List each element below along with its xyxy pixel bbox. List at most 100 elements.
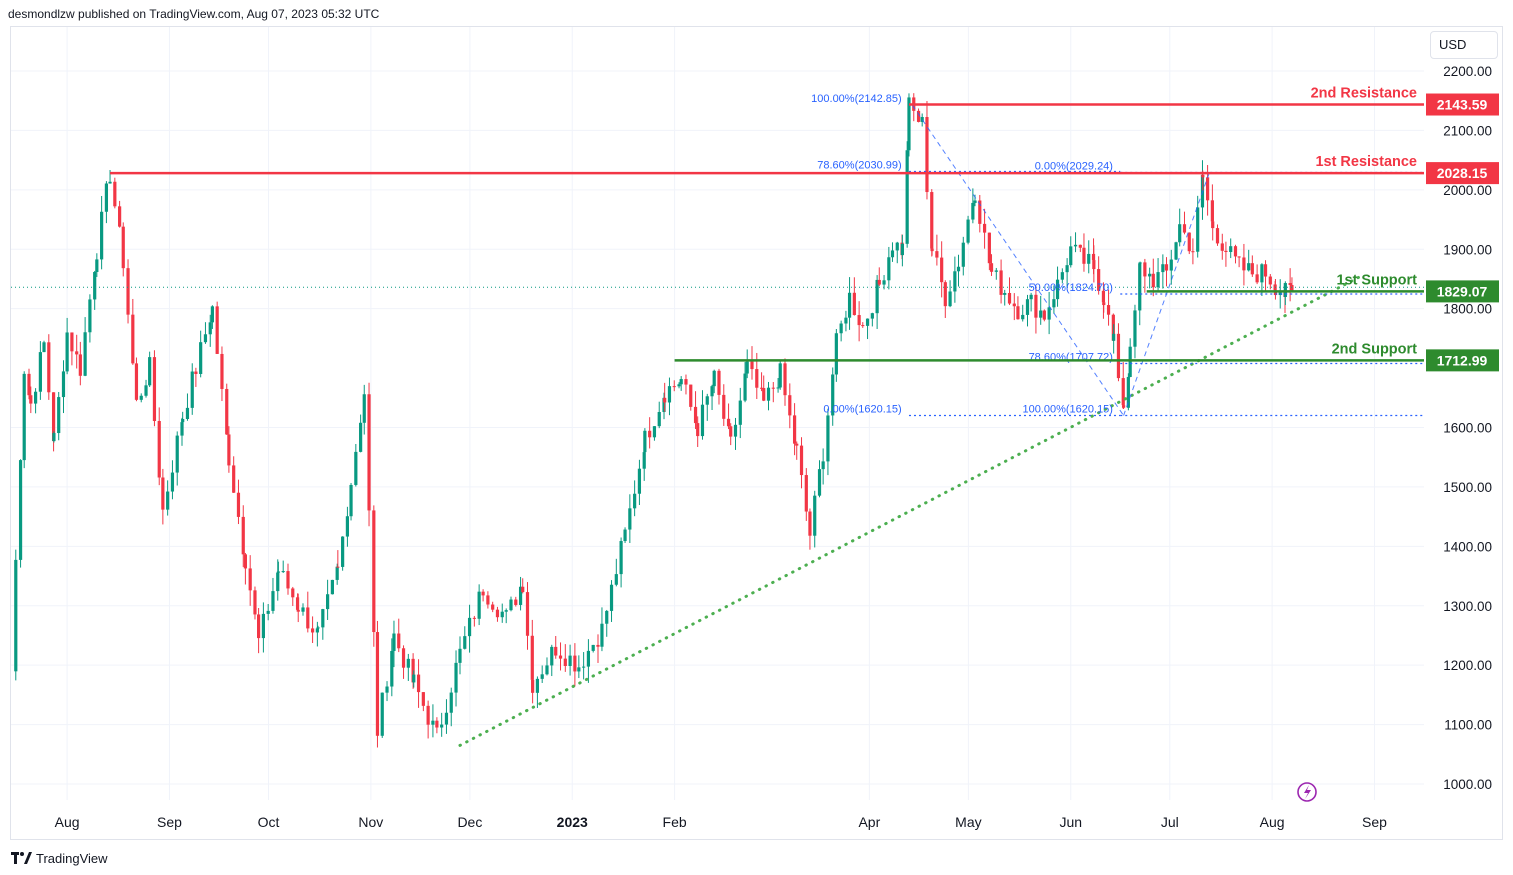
candle-body	[1042, 310, 1046, 320]
candle-body	[1065, 265, 1069, 273]
candle-body	[75, 351, 79, 355]
candle-body	[1069, 246, 1073, 266]
candle	[882, 275, 886, 290]
candle	[672, 380, 676, 392]
candle-body	[190, 371, 194, 408]
price-tag	[1426, 349, 1499, 372]
candle	[1273, 278, 1278, 300]
candle	[243, 552, 247, 585]
candle	[190, 363, 194, 415]
candle	[477, 584, 481, 626]
candle	[281, 560, 285, 574]
candle-body	[521, 586, 525, 593]
candle	[500, 603, 504, 623]
candle	[113, 177, 117, 209]
lightning-icon-bolt	[1304, 785, 1311, 799]
candle-body	[834, 333, 838, 375]
currency-selector[interactable]: USD	[1430, 31, 1498, 59]
candle	[844, 310, 848, 332]
candle-body	[375, 632, 380, 736]
candle-body	[586, 650, 591, 667]
candle-body	[481, 591, 485, 596]
candle	[633, 480, 637, 517]
candle	[1148, 267, 1152, 289]
candle	[999, 259, 1003, 304]
candle	[1112, 324, 1116, 354]
candle-body	[1097, 269, 1101, 291]
candle	[826, 408, 830, 476]
candle	[582, 652, 586, 680]
candle	[689, 384, 693, 411]
fib-level-label: 100.00%(1620.15)	[1022, 404, 1113, 416]
x-tick-label: Dec	[457, 814, 482, 830]
candle-body	[766, 387, 771, 401]
candle	[38, 341, 42, 400]
x-tick-label: Sep	[157, 814, 182, 830]
candle-body	[57, 397, 61, 434]
candle	[558, 642, 563, 671]
candle	[1065, 258, 1069, 287]
price-tag-label: 2028.15	[1437, 165, 1488, 181]
price-tag	[1426, 93, 1499, 116]
candle-body	[1143, 262, 1147, 277]
candle	[286, 563, 290, 595]
candle	[762, 375, 766, 402]
candle-body	[1101, 290, 1106, 303]
candle-body	[1138, 262, 1142, 264]
candle	[1247, 249, 1251, 272]
candle	[600, 607, 604, 652]
candle-body	[605, 610, 609, 624]
candle-body	[1247, 263, 1251, 271]
candle-body	[401, 648, 406, 668]
fib-swing-line	[911, 104, 1124, 416]
candle-body	[406, 658, 410, 668]
candle-body	[530, 635, 534, 680]
candle	[1016, 296, 1020, 320]
price-tag-label: 1829.07	[1437, 283, 1488, 299]
candle	[421, 692, 425, 712]
candle-body	[215, 306, 219, 354]
candle	[1025, 294, 1030, 327]
candle-body	[157, 421, 161, 478]
candle	[306, 591, 310, 633]
level-resistance: 2nd Resistance 2143.59	[908, 86, 1499, 116]
candle	[521, 578, 525, 594]
candle-body	[558, 655, 563, 659]
candle	[310, 616, 315, 644]
candle	[166, 480, 170, 516]
candle	[1060, 268, 1064, 284]
candle	[577, 655, 581, 679]
candle	[1224, 241, 1228, 267]
candle-body	[257, 614, 261, 639]
candle	[1121, 389, 1126, 409]
candle-body	[1133, 310, 1137, 347]
candle	[890, 242, 895, 262]
candle	[316, 625, 320, 631]
x-tick-label: 2023	[557, 814, 588, 830]
candle-body	[987, 232, 991, 264]
candle-body	[531, 679, 535, 693]
candle-body	[367, 394, 371, 511]
price-tag-label: 1712.99	[1437, 352, 1488, 368]
candle	[1220, 233, 1224, 260]
candle	[771, 382, 775, 403]
candle-body	[783, 363, 787, 396]
candle	[722, 384, 726, 426]
candle	[1263, 260, 1268, 293]
candle	[1288, 268, 1292, 302]
candle	[27, 368, 31, 400]
candle-body	[495, 609, 500, 618]
candle	[677, 382, 681, 389]
candle	[808, 508, 812, 550]
candle-body	[1073, 244, 1078, 247]
grid-lines	[11, 27, 1424, 800]
candle-body	[108, 181, 112, 184]
candle	[700, 390, 705, 440]
candle-body	[762, 388, 766, 401]
candle-body	[1148, 273, 1152, 277]
candle-body	[175, 435, 179, 473]
candle-body	[166, 491, 170, 510]
candle	[380, 692, 384, 738]
footer-brand[interactable]: TradingView	[10, 848, 108, 868]
